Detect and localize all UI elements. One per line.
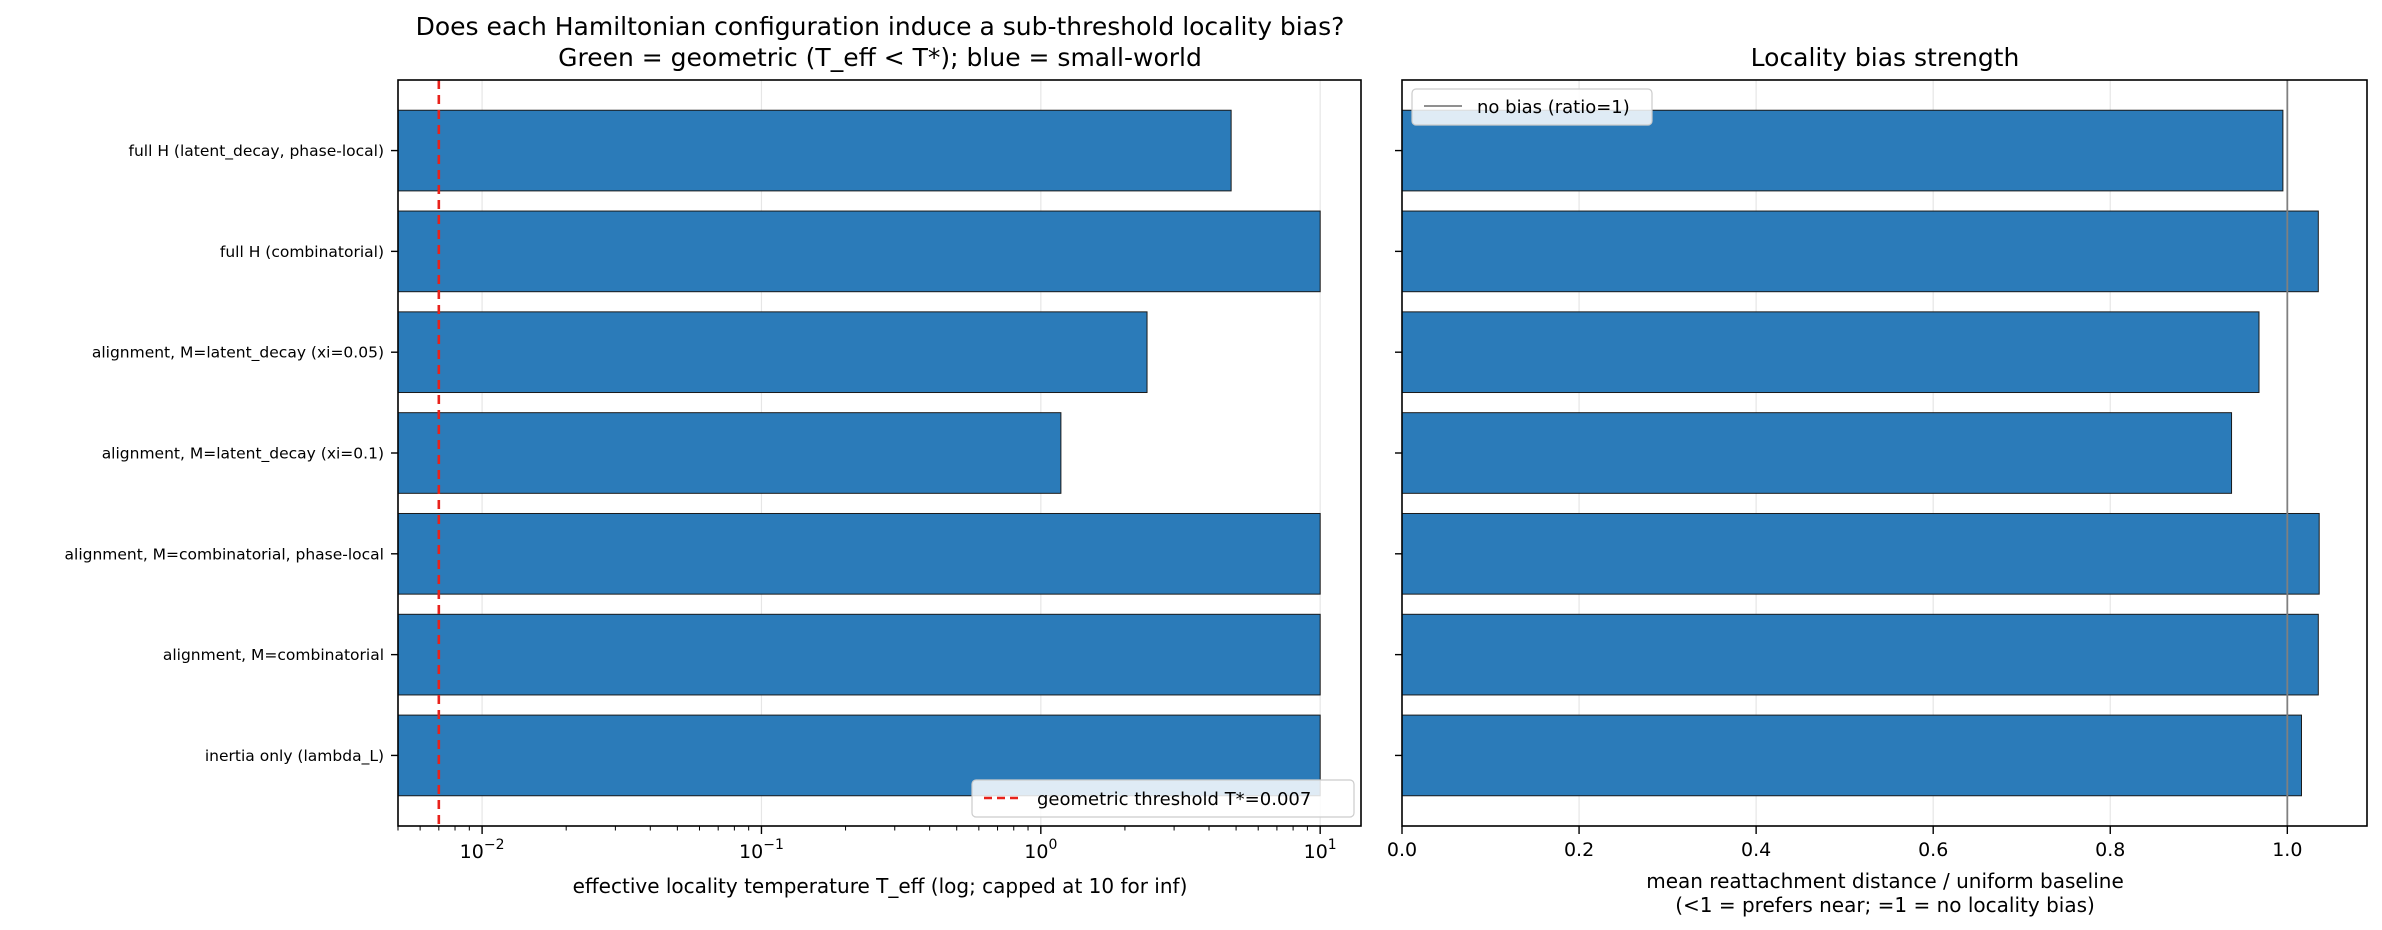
right-legend-label: no bias (ratio=1) — [1477, 97, 1630, 118]
left-x-tick-label: 10−1 — [739, 837, 784, 863]
left-y-tick-label: alignment, M=latent_decay (xi=0.05) — [92, 344, 384, 363]
left-y-tick-label: inertia only (lambda_L) — [205, 747, 384, 766]
left-y-axis-ticks: full H (latent_decay, phase-local) full H… — [65, 142, 398, 766]
left-y-tick-label: alignment, M=combinatorial, phase-local — [65, 545, 384, 563]
right-x-axis-label-line2: (<1 = prefers near; =1 = no locality bia… — [1675, 893, 2095, 917]
right-bar — [1401, 210, 2319, 293]
right-x-tick-label: 1.0 — [2272, 839, 2302, 861]
right-bar — [1401, 714, 2302, 797]
left-bar — [397, 412, 1062, 494]
left-bars — [397, 109, 1321, 797]
right-x-axis-label: mean reattachment distance / uniform bas… — [1646, 869, 2124, 893]
left-legend: geometric threshold T*=0.007 — [971, 779, 1355, 818]
right-legend: no bias (ratio=1) — [1411, 88, 1653, 126]
left-y-tick-label: full H (combinatorial) — [220, 243, 384, 261]
right-bar — [1401, 512, 2320, 595]
left-bar — [397, 512, 1321, 595]
left-bar — [397, 613, 1321, 696]
right-bar — [1401, 311, 2260, 394]
left-y-tick-label: alignment, M=combinatorial — [163, 646, 384, 664]
left-x-axis-ticks: 10−2 10−1 100 101 — [397, 826, 1337, 863]
left-legend-box — [971, 779, 1355, 818]
right-legend-box — [1411, 88, 1653, 126]
left-legend-label: geometric threshold T*=0.007 — [1037, 789, 1311, 810]
left-bar — [397, 311, 1148, 394]
right-chart-panel: Locality bias strength 0.0 0.2 0.4 0.6 0.8 1.… — [1387, 43, 2368, 917]
right-x-tick-label: 0.2 — [1564, 839, 1594, 861]
right-chart-title: Locality bias strength — [1751, 43, 2020, 72]
left-chart-title: Does each Hamiltonian configuration indu… — [416, 12, 1345, 41]
left-x-tick-label: 101 — [1304, 837, 1337, 863]
left-x-tick-label: 10−2 — [460, 837, 505, 863]
left-x-tick-label: 100 — [1024, 837, 1057, 863]
right-bar — [1401, 412, 2233, 494]
left-chart-subtitle: Green = geometric (T_eff < T*); blue = s… — [558, 43, 1202, 72]
right-x-tick-label: 0.8 — [2095, 839, 2125, 861]
right-x-axis-ticks: 0.0 0.2 0.4 0.6 0.8 1.0 — [1387, 826, 2302, 861]
right-x-tick-label: 0.4 — [1741, 839, 1771, 861]
left-bar — [397, 109, 1232, 192]
left-y-tick-label: alignment, M=latent_decay (xi=0.1) — [102, 445, 384, 464]
right-y-axis-ticks — [1395, 149, 1402, 757]
left-bar — [397, 210, 1321, 293]
left-y-tick-label: full H (latent_decay, phase-local) — [129, 142, 384, 161]
left-chart-panel: Does each Hamiltonian configuration indu… — [65, 12, 1362, 898]
right-bar — [1401, 613, 2319, 696]
left-x-axis-label: effective locality temperature T_eff (lo… — [573, 874, 1188, 898]
right-x-tick-label: 0.6 — [1918, 839, 1948, 861]
right-bars — [1401, 109, 2320, 797]
right-x-tick-label: 0.0 — [1387, 839, 1417, 861]
